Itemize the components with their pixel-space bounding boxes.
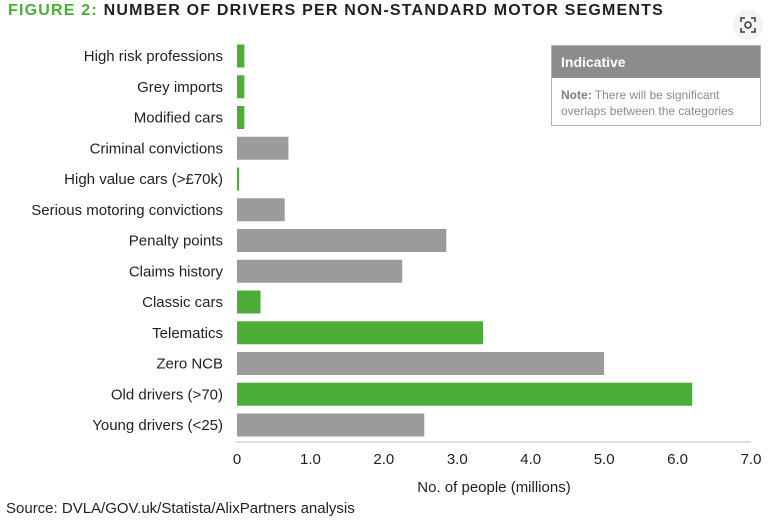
category-label: Grey imports bbox=[137, 79, 223, 96]
figure-label: FIGURE 2: bbox=[8, 2, 98, 19]
lens-search-icon[interactable] bbox=[733, 10, 763, 40]
bar bbox=[237, 106, 245, 129]
category-label: Penalty points bbox=[129, 233, 223, 250]
category-label: High value cars (>£70k) bbox=[64, 171, 223, 188]
category-label: Criminal convictions bbox=[90, 140, 223, 157]
category-label: Claims history bbox=[129, 263, 224, 280]
x-tick-label: 7.0 bbox=[741, 451, 762, 468]
category-label: Serious motoring convictions bbox=[31, 202, 223, 219]
bar bbox=[237, 352, 605, 375]
source-note: Source: DVLA/GOV.uk/Statista/AlixPartner… bbox=[6, 500, 355, 517]
category-labels: High risk professions Grey imports Modifie… bbox=[31, 48, 223, 434]
x-tick-label: 5.0 bbox=[594, 451, 615, 468]
bar bbox=[237, 382, 693, 406]
bar bbox=[237, 413, 425, 437]
x-tick-label: 6.0 bbox=[667, 451, 688, 468]
indicative-legend: Indicative Note: There will be significa… bbox=[551, 45, 761, 126]
bar bbox=[237, 321, 483, 345]
note-label: Note: bbox=[561, 88, 592, 102]
x-tick-label: 0 bbox=[233, 451, 241, 468]
figure-title: NUMBER OF DRIVERS PER NON-STANDARD MOTOR… bbox=[103, 2, 665, 19]
x-tick-label: 2.0 bbox=[373, 451, 394, 468]
lens-glyph bbox=[740, 17, 756, 33]
bar bbox=[237, 229, 447, 252]
bar bbox=[237, 167, 239, 191]
bar bbox=[237, 290, 261, 314]
x-axis-label: No. of people (millions) bbox=[417, 479, 570, 496]
category-label: Old drivers (>70) bbox=[111, 386, 223, 403]
category-label: High risk professions bbox=[84, 48, 223, 65]
legend-heading: Indicative bbox=[552, 46, 760, 78]
bar bbox=[237, 44, 245, 68]
x-tick-label: 1.0 bbox=[300, 451, 321, 468]
category-label: Classic cars bbox=[142, 294, 223, 311]
x-tick-label: 3.0 bbox=[447, 451, 468, 468]
legend-note: Note: There will be significant overlaps… bbox=[552, 78, 760, 119]
bars bbox=[237, 44, 693, 437]
category-label: Modified cars bbox=[134, 110, 223, 127]
bar bbox=[237, 75, 245, 99]
bar bbox=[237, 198, 285, 222]
category-label: Zero NCB bbox=[156, 356, 223, 373]
bar bbox=[237, 136, 289, 160]
bar bbox=[237, 259, 403, 283]
category-label: Telematics bbox=[152, 325, 223, 342]
chart-title: FIGURE 2: NUMBER OF DRIVERS PER NON-STAN… bbox=[8, 2, 664, 20]
category-label: Young drivers (<25) bbox=[92, 417, 223, 434]
x-ticks: 0 1.0 2.0 3.0 4.0 5.0 6.0 7.0 bbox=[233, 451, 762, 468]
note-text: There will be significant overlaps betwe… bbox=[561, 88, 734, 118]
x-tick-label: 4.0 bbox=[520, 451, 541, 468]
